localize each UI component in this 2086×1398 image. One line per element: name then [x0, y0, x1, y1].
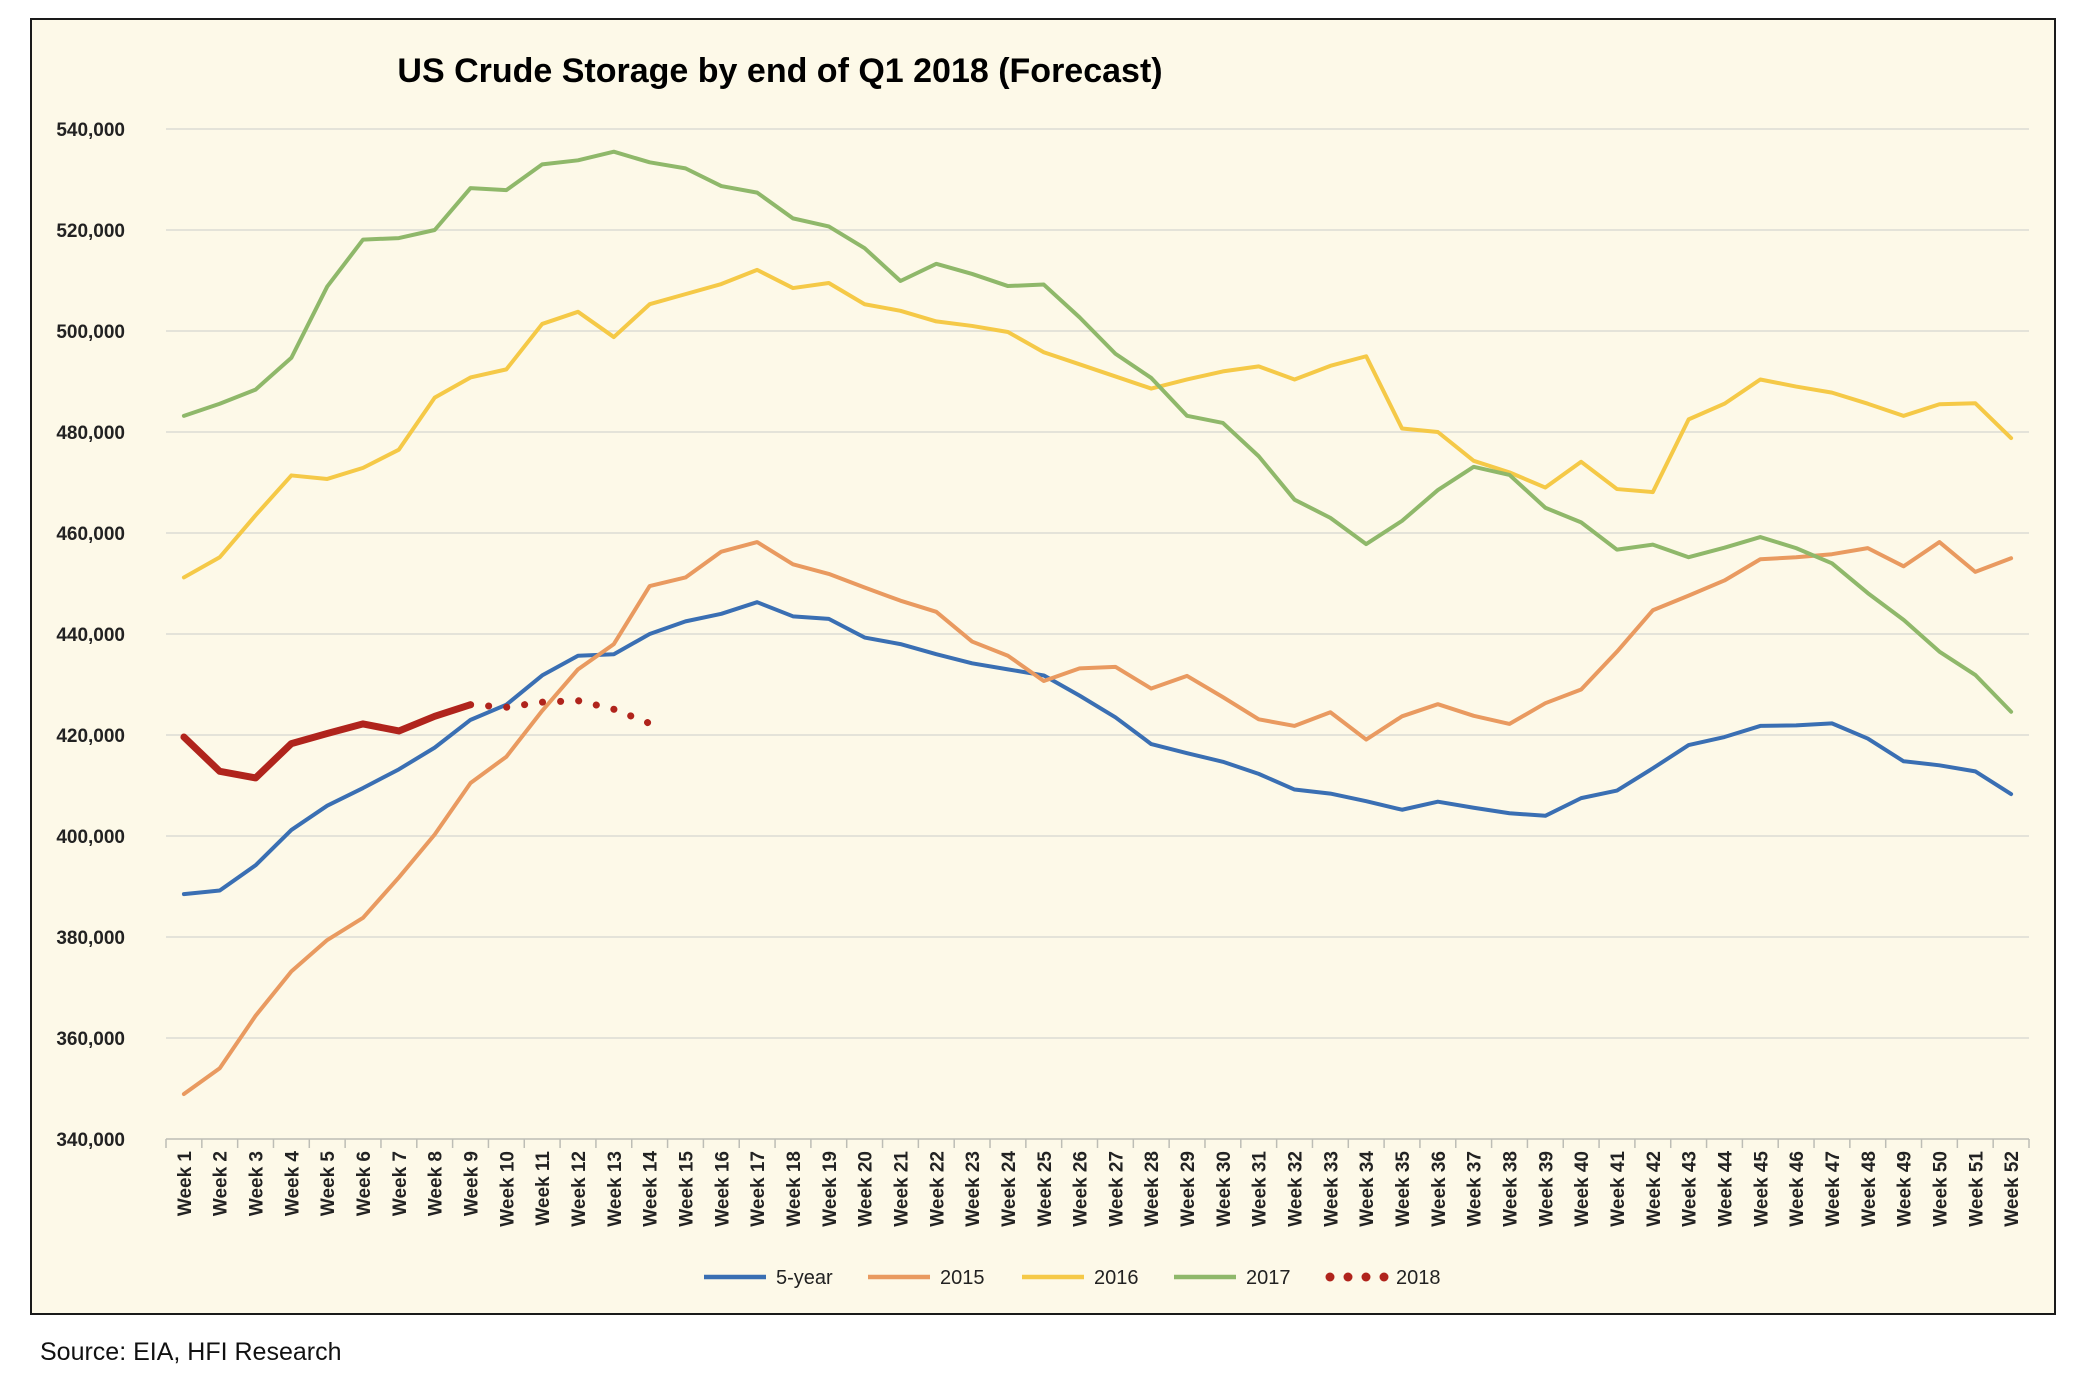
legend-2018-marker [1379, 1272, 1389, 1282]
x-tick-label: Week 12 [569, 1151, 590, 1227]
chart-frame: US Crude Storage by end of Q1 2018 (Fore… [30, 18, 2056, 1315]
legend: 5-year 2015 2016 2017 2018 [704, 1267, 1441, 1289]
y-tick-label: 480,000 [56, 423, 125, 444]
x-tick-label: Week 22 [927, 1151, 948, 1227]
x-tick-label: Week 16 [712, 1151, 733, 1227]
x-tick-label: Week 21 [891, 1151, 912, 1227]
x-tick-label: Week 2 [211, 1151, 232, 1216]
y-tick-label: 400,000 [56, 827, 125, 848]
legend-2018-label: 2018 [1396, 1267, 1441, 1289]
legend-5-year-label: 5-year [776, 1267, 833, 1289]
x-tick-label: Week 29 [1178, 1151, 1199, 1227]
legend-2018-marker [1325, 1272, 1335, 1282]
x-tick-label: Week 6 [354, 1151, 375, 1216]
legend-2015-label: 2015 [940, 1267, 985, 1289]
y-tick-label: 380,000 [56, 928, 125, 949]
series-5-year-line [181, 600, 2014, 897]
x-tick-label: Week 34 [1357, 1151, 1378, 1227]
x-tick-label: Week 3 [247, 1151, 268, 1216]
x-tick-label: Week 52 [2002, 1151, 2023, 1227]
x-tick-label: Week 11 [533, 1151, 554, 1226]
x-tick-label: Week 47 [1823, 1151, 1844, 1227]
y-tick-label: 500,000 [56, 322, 125, 343]
y-tick-label: 520,000 [56, 221, 125, 242]
source-note: Source: EIA, HFI Research [40, 1338, 342, 1366]
x-tick-label: Week 24 [999, 1151, 1020, 1227]
series-2015-line [181, 540, 2014, 1097]
x-tick-label: Week 33 [1321, 1151, 1342, 1227]
x-tick-label: Week 38 [1501, 1151, 1522, 1227]
legend-2018-marker [1361, 1272, 1371, 1282]
x-tick-label: Week 26 [1071, 1151, 1092, 1227]
y-tick-label: 540,000 [56, 120, 125, 141]
chart-title: US Crude Storage by end of Q1 2018 (Fore… [397, 52, 1162, 90]
y-tick-label: 460,000 [56, 524, 125, 545]
y-tick-label: 340,000 [56, 1130, 125, 1151]
x-tick-label: Week 8 [426, 1151, 447, 1216]
x-tick-label: Week 42 [1644, 1151, 1665, 1227]
series-lines [180, 149, 2014, 1097]
series-2017-line [181, 149, 2014, 714]
x-tick-label: Week 10 [497, 1151, 518, 1227]
x-tick-label: Week 13 [605, 1151, 626, 1227]
y-tick-label: 420,000 [56, 726, 125, 747]
x-tick-label: Week 43 [1680, 1151, 1701, 1227]
x-tick-label: Week 4 [282, 1151, 303, 1217]
series-2018-line [180, 701, 475, 782]
gridlines [166, 128, 2029, 1039]
x-tick-label: Week 7 [390, 1151, 411, 1216]
legend-2016-label: 2016 [1094, 1267, 1139, 1289]
x-tick-label: Week 45 [1751, 1151, 1772, 1227]
x-tick-label: Week 20 [856, 1151, 877, 1227]
x-tick-label: Week 1 [175, 1151, 196, 1217]
legend-2018-marker [1343, 1272, 1353, 1282]
x-tick-label: Week 40 [1572, 1151, 1593, 1227]
x-tick-label: Week 46 [1787, 1151, 1808, 1227]
series-2016-line [181, 267, 2014, 580]
x-tick-label: Week 19 [820, 1151, 841, 1227]
x-tick-label: Week 51 [1966, 1151, 1987, 1227]
x-tick-label: Week 35 [1393, 1151, 1414, 1227]
x-tick-label: Week 39 [1536, 1151, 1557, 1227]
x-tick-label: Week 49 [1895, 1151, 1916, 1227]
x-tick-label: Week 5 [318, 1151, 339, 1217]
line-chart: US Crude Storage by end of Q1 2018 (Fore… [56, 52, 2030, 1289]
x-tick-label: Week 30 [1214, 1151, 1235, 1227]
x-tick-label: Week 17 [748, 1151, 769, 1227]
x-tick-label: Week 41 [1608, 1151, 1629, 1227]
x-tick-label: Week 50 [1930, 1151, 1951, 1227]
legend-2017-label: 2017 [1246, 1267, 1291, 1289]
x-tick-label: Week 31 [1250, 1151, 1271, 1227]
x-tick-label: Week 25 [1035, 1151, 1056, 1227]
x-tick-label: Week 48 [1859, 1151, 1880, 1227]
axes: 540,000 520,000 500,000 480,000 460,000 440,0… [56, 120, 2030, 1227]
x-tick-label: Week 28 [1142, 1151, 1163, 1227]
x-tick-label: Week 18 [784, 1151, 805, 1227]
x-tick-label: Week 37 [1465, 1151, 1486, 1227]
x-tick-label: Week 32 [1286, 1151, 1307, 1227]
x-tick-label: Week 9 [462, 1151, 483, 1216]
x-tick-label: Week 44 [1715, 1151, 1736, 1227]
series-2018-forecast-line [467, 697, 654, 727]
x-tick-label: Week 14 [641, 1151, 662, 1227]
y-tick-label: 440,000 [56, 625, 125, 646]
x-tick-label: Week 23 [963, 1151, 984, 1227]
x-tick-label: Week 15 [676, 1151, 697, 1227]
x-tick-label: Week 27 [1106, 1151, 1127, 1227]
y-tick-label: 360,000 [56, 1029, 125, 1050]
x-tick-label: Week 36 [1429, 1151, 1450, 1227]
